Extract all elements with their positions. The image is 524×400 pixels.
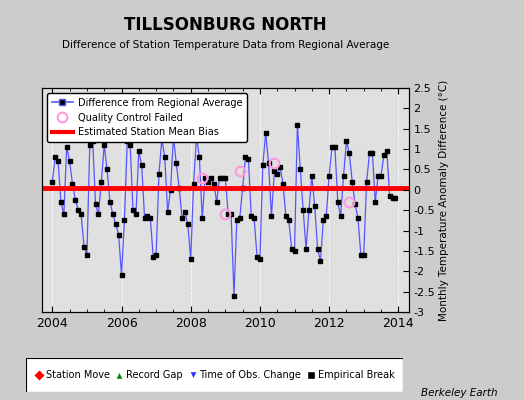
- Text: TILLSONBURG NORTH: TILLSONBURG NORTH: [124, 16, 326, 34]
- Legend: Difference from Regional Average, Quality Control Failed, Estimated Station Mean: Difference from Regional Average, Qualit…: [47, 93, 247, 142]
- Text: Difference of Station Temperature Data from Regional Average: Difference of Station Temperature Data f…: [62, 40, 389, 50]
- Legend: Station Move, Record Gap, Time of Obs. Change, Empirical Break: Station Move, Record Gap, Time of Obs. C…: [32, 367, 398, 383]
- FancyBboxPatch shape: [26, 358, 403, 392]
- Text: Berkeley Earth: Berkeley Earth: [421, 388, 498, 398]
- Y-axis label: Monthly Temperature Anomaly Difference (°C): Monthly Temperature Anomaly Difference (…: [440, 79, 450, 321]
